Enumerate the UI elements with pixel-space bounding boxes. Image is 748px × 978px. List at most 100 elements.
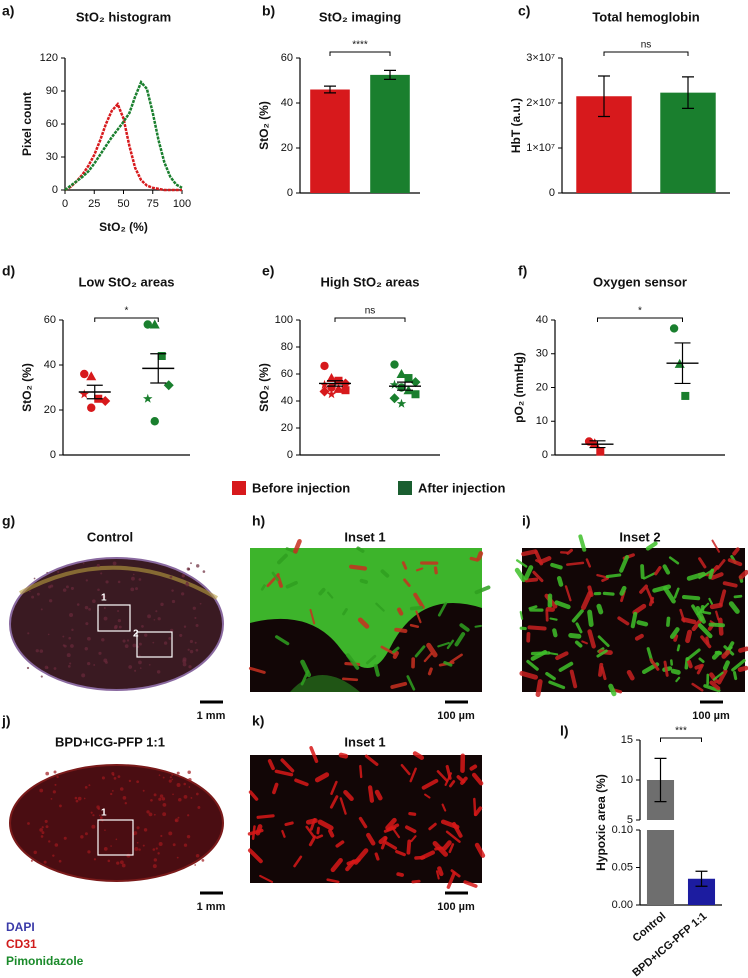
panel-label: g) xyxy=(2,513,15,529)
error-bar xyxy=(150,353,167,384)
stain-label: CD31 xyxy=(6,937,37,951)
texture xyxy=(530,649,548,661)
texture xyxy=(83,797,86,800)
y-tick-label: 60 xyxy=(281,368,293,380)
texture xyxy=(101,776,105,780)
texture xyxy=(85,622,89,626)
texture xyxy=(523,565,534,581)
texture xyxy=(409,767,417,783)
texture xyxy=(187,814,190,817)
panel-label: e) xyxy=(262,263,274,279)
texture xyxy=(374,852,380,861)
panel-label: j) xyxy=(1,713,11,729)
texture xyxy=(469,764,478,771)
texture xyxy=(117,618,122,623)
texture xyxy=(733,594,743,599)
texture xyxy=(712,671,724,681)
texture xyxy=(314,772,330,783)
texture xyxy=(103,607,106,610)
texture xyxy=(102,808,105,811)
legend-label: After injection xyxy=(418,480,505,495)
x-tick-label: 75 xyxy=(147,198,159,210)
texture xyxy=(158,774,161,776)
texture xyxy=(437,641,450,648)
texture xyxy=(318,587,326,596)
texture xyxy=(75,799,79,803)
texture xyxy=(159,794,164,798)
inset-box xyxy=(97,604,131,632)
point xyxy=(319,379,330,389)
texture xyxy=(408,811,417,816)
inset-label: 2 xyxy=(133,629,139,640)
texture xyxy=(327,591,334,599)
texture xyxy=(469,556,480,562)
texture xyxy=(605,573,622,579)
panel-label: i) xyxy=(522,513,531,529)
texture xyxy=(134,846,139,851)
texture xyxy=(59,804,62,808)
texture xyxy=(84,832,88,836)
tissue-rim xyxy=(19,565,218,600)
y-axis-label: pO₂ (mmHg) xyxy=(512,352,526,423)
texture xyxy=(103,616,108,621)
point xyxy=(327,383,336,392)
texture xyxy=(93,664,96,666)
texture xyxy=(148,663,151,666)
texture xyxy=(515,559,528,568)
texture xyxy=(126,639,130,642)
texture xyxy=(92,599,96,604)
panel-label: c) xyxy=(518,3,530,19)
texture xyxy=(162,812,167,817)
texture xyxy=(636,620,649,627)
texture xyxy=(571,609,584,623)
point xyxy=(389,393,400,404)
texture xyxy=(728,601,740,614)
texture xyxy=(708,568,715,580)
texture xyxy=(27,632,30,635)
texture xyxy=(139,667,142,669)
texture xyxy=(437,601,448,617)
texture xyxy=(383,826,397,833)
legend-swatch xyxy=(398,481,412,495)
texture xyxy=(155,610,158,613)
point xyxy=(150,417,159,426)
image-title: BPD+ICG-PFP 1:1 xyxy=(55,734,165,749)
texture xyxy=(124,644,129,648)
texture xyxy=(426,642,438,658)
chart-title: Total hemoglobin xyxy=(592,9,699,24)
texture xyxy=(414,645,426,658)
texture xyxy=(171,773,174,776)
texture xyxy=(359,764,363,779)
texture xyxy=(41,831,45,835)
texture xyxy=(45,771,50,776)
texture xyxy=(666,616,671,627)
texture xyxy=(668,556,680,565)
texture xyxy=(171,589,174,592)
texture xyxy=(26,666,30,670)
texture xyxy=(700,604,705,614)
texture xyxy=(195,648,199,652)
texture xyxy=(190,562,192,565)
texture xyxy=(328,829,335,838)
texture xyxy=(708,597,713,605)
texture xyxy=(116,861,120,865)
significance-bracket xyxy=(334,317,406,322)
texture xyxy=(152,848,156,851)
texture xyxy=(642,572,656,580)
texture xyxy=(315,834,324,840)
texture xyxy=(138,848,141,851)
texture xyxy=(172,793,174,796)
texture xyxy=(711,539,721,553)
texture xyxy=(384,841,398,850)
texture xyxy=(639,584,648,594)
green-region xyxy=(290,675,360,692)
texture xyxy=(415,610,422,624)
texture xyxy=(463,880,478,888)
y-tick-label: 1×10⁷ xyxy=(526,142,555,154)
significance-bracket xyxy=(603,51,689,56)
texture xyxy=(104,660,108,664)
texture xyxy=(471,772,484,786)
texture xyxy=(150,799,153,802)
point xyxy=(163,380,174,391)
texture xyxy=(687,659,693,669)
